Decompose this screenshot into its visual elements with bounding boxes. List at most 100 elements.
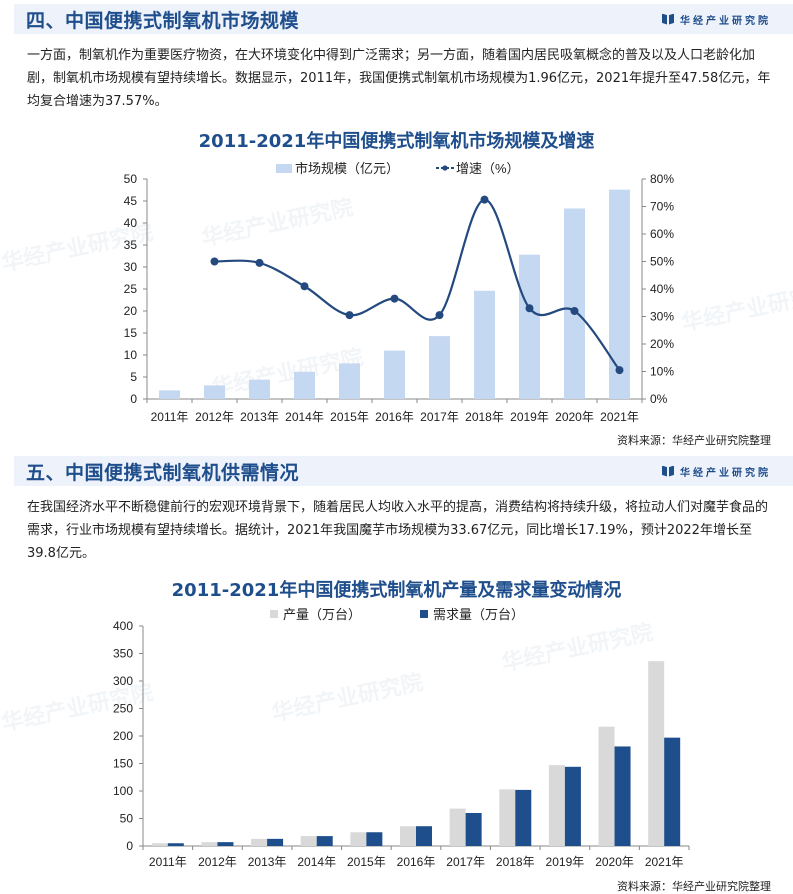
bar-demand: [167, 843, 184, 846]
chart-2-legend: 产量（万台） 需求量（万台）: [270, 607, 524, 622]
chart-1-legend: 市场规模（亿元） 增速（%）: [276, 161, 520, 176]
chart-2-plot: 0 50 100 150 200 250 300 350 400 2011年 2012年 2013年 2…: [113, 619, 690, 869]
y-axis-right-tick: 30%: [650, 310, 674, 324]
brand-logo: 华经产业研究院: [662, 464, 793, 479]
x-axis-label: 2018年: [496, 855, 535, 869]
line-growth-rate: [214, 198, 621, 371]
legend-label-growth: 增速（%）: [456, 161, 520, 176]
x-axis-label: 2020年: [595, 855, 634, 869]
section-4-header: 四、中国便携式制氧机市场规模 华经产业研究院: [14, 4, 793, 34]
y-axis-tick: 400: [113, 619, 133, 633]
section-5-title: 五、中国便携式制氧机供需情况: [26, 461, 300, 484]
y-axis-right-tick: 80%: [650, 172, 674, 186]
x-axis-label: 2021年: [600, 410, 639, 424]
legend-label-market-size: 市场规模（亿元）: [295, 161, 399, 176]
bar-production: [598, 726, 615, 846]
bar-demand: [267, 838, 284, 846]
growth-point: [525, 304, 534, 313]
y-axis-left-tick: 0: [130, 392, 137, 405]
y-axis-right-tick: 40%: [650, 282, 674, 296]
bar-demand: [515, 789, 532, 846]
x-axis-label: 2013年: [240, 410, 279, 424]
growth-point: [480, 195, 489, 204]
bar-demand: [564, 766, 581, 846]
bar-demand: [366, 832, 383, 846]
brand-name: 华经产业研究院: [680, 467, 771, 479]
x-axis-label: 2012年: [198, 855, 237, 869]
section-4-source: 资料来源：华经产业研究院整理: [617, 434, 771, 447]
bar-demand: [416, 826, 432, 846]
bar-production: [251, 838, 268, 846]
x-axis-label: 2015年: [330, 410, 369, 424]
x-axis-label: 2016年: [375, 410, 414, 424]
brand-logo: 华经产业研究院: [662, 12, 793, 27]
x-axis-label: 2012年: [195, 410, 234, 424]
section-4-title: 四、中国便携式制氧机市场规模: [26, 9, 300, 32]
bar-production: [499, 789, 516, 846]
bar-production: [350, 832, 367, 846]
x-axis-label: 2018年: [465, 410, 504, 424]
y-axis-tick: 100: [113, 784, 133, 798]
y-axis-left-tick: 25: [124, 282, 138, 296]
brand-name: 华经产业研究院: [680, 15, 771, 27]
growth-point: [255, 258, 264, 267]
bar-production: [151, 843, 168, 846]
chart-1-plot: 0 5 10 15 20 25 30 35 40 45 50 0% 10% 20% 30% 40% 50% 60%…: [124, 172, 675, 405]
y-axis-left-tick: 5: [130, 370, 137, 384]
x-axis-label: 2017年: [446, 855, 485, 869]
bar-demand: [614, 746, 631, 846]
bar-demand: [465, 813, 482, 846]
x-axis-label: 2014年: [285, 410, 324, 424]
bar-demand: [217, 842, 234, 846]
section-5-header: 五、中国便携式制氧机供需情况 华经产业研究院: [14, 456, 793, 486]
chart-1-market-size: 市场规模（亿元） 增速（%） 0 5 10 15 20 25 30 35 40 45 50 0% 10% 2…: [124, 161, 675, 405]
x-axis-label: 2020年: [555, 410, 594, 424]
bar-market-size: [564, 208, 585, 399]
y-axis-left-tick: 50: [124, 172, 138, 186]
legend-label-demand: 需求量（万台）: [433, 607, 524, 622]
bar-production: [300, 836, 317, 846]
bar-production: [201, 842, 218, 846]
section-5-source: 资料来源：华经产业研究院整理: [617, 880, 771, 893]
y-axis-tick: 300: [113, 674, 133, 688]
book-logo-icon: [662, 14, 674, 25]
growth-point: [435, 311, 444, 320]
section-5-paragraph: 在我国经济水平不断稳健前行的宏观环境背景下，随着居民人均收入水平的提高，消费结构…: [27, 500, 769, 561]
growth-point: [390, 294, 399, 303]
section-4-paragraph: 一方面，制氧机作为重要医疗物资，在大环境变化中得到广泛需求；另一方面，随着国内居…: [27, 48, 771, 109]
growth-point: [615, 366, 624, 375]
x-axis-label: 2016年: [397, 855, 436, 869]
legend-swatch-demand: [420, 610, 428, 618]
x-axis-label: 2013年: [248, 855, 287, 869]
bar-market-size: [159, 390, 180, 399]
y-axis-left-tick: 10: [124, 348, 138, 362]
bar-production: [400, 826, 416, 846]
growth-point: [300, 282, 309, 291]
bar-demand: [664, 737, 681, 846]
y-axis-tick: 200: [113, 729, 133, 743]
x-axis-label: 2011年: [149, 855, 187, 869]
y-axis-tick: 350: [113, 647, 133, 661]
bar-market-size: [474, 290, 495, 399]
legend-swatch-market-size: [276, 164, 292, 173]
y-axis-left-tick: 20: [124, 304, 138, 318]
bar-market-size: [429, 336, 450, 399]
y-axis-tick: 50: [120, 812, 134, 826]
y-axis-tick: 0: [126, 839, 133, 853]
y-axis-tick: 250: [113, 702, 133, 716]
y-axis-left-tick: 30: [124, 260, 138, 274]
bar-market-size: [204, 385, 225, 399]
y-axis-left-tick: 35: [124, 238, 138, 252]
growth-point: [345, 311, 354, 320]
chart-2-title: 2011-2021年中国便携式制氧机产量及需求量变动情况: [171, 580, 622, 601]
growth-point: [570, 307, 579, 315]
bar-market-size: [339, 363, 360, 399]
bar-market-size: [519, 254, 540, 399]
book-logo-icon: [662, 466, 674, 477]
x-axis-label: 2017年: [420, 410, 459, 424]
x-axis-label: 2011年: [151, 410, 189, 424]
chart-1-x-axis: 2011年 2012年 2013年 2014年 2015年 2016年 2017年 2018年…: [151, 410, 639, 424]
bar-market-size: [384, 350, 405, 399]
y-axis-left-tick: 45: [124, 194, 138, 208]
y-axis-right-tick: 20%: [650, 337, 674, 351]
